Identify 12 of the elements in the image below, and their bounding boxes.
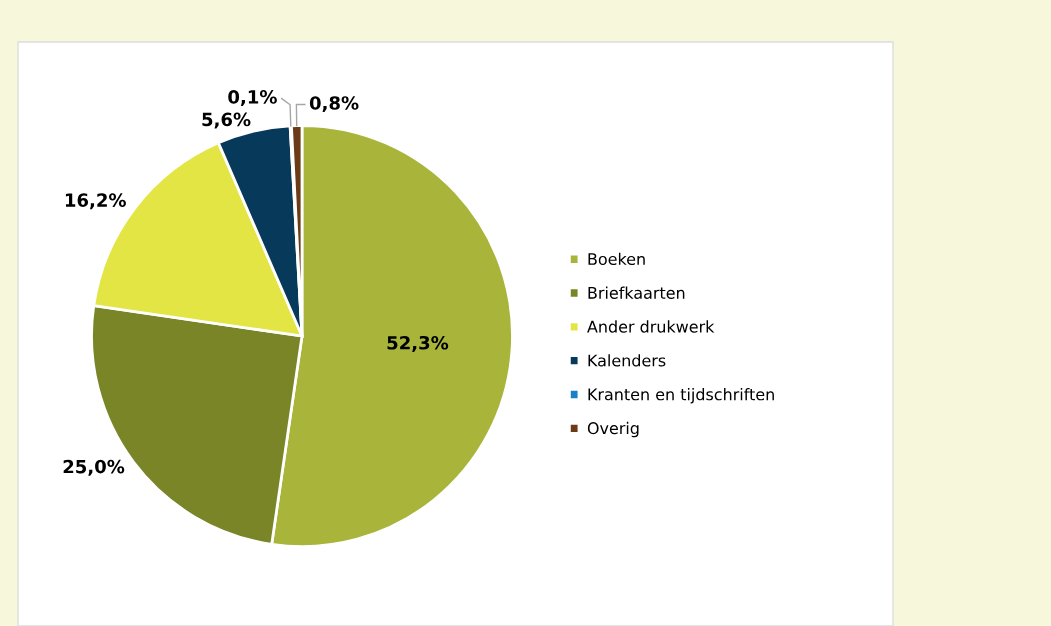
data-label: 25,0% [63,459,125,476]
legend-label: Kalenders [588,354,666,367]
legend-label: Ander drukwerk [587,320,715,333]
legend-label: Boeken [588,252,645,266]
data-label: 52,3% [387,335,449,352]
legend-label: Overig [587,421,639,438]
data-label: 5,6% [202,112,251,129]
data-label: 16,2% [65,193,126,210]
legend-label: Kranten en tijdschriften [588,388,774,404]
legend-label: Briefkaarten [588,286,685,299]
data-label: 0,1% [228,90,277,107]
data-label: 0,8% [309,96,359,113]
